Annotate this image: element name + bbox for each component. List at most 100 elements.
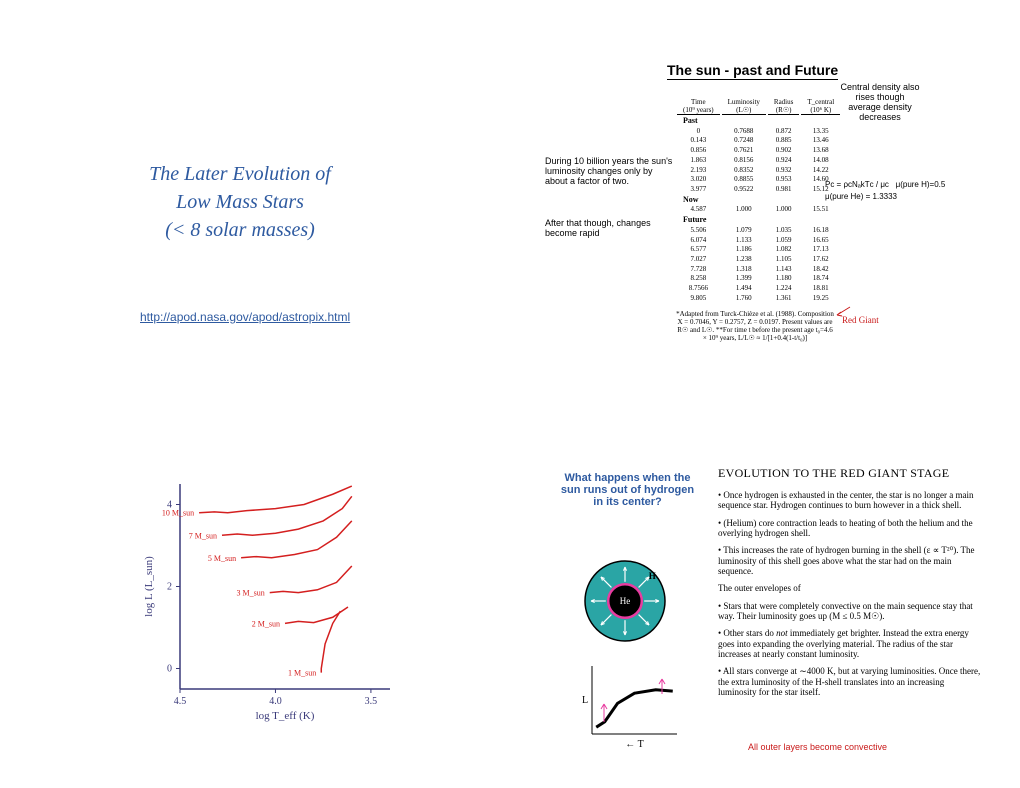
table-cell: 1.760	[722, 295, 766, 303]
table-cell: 5.506	[677, 227, 720, 235]
table-cell: 0.143	[677, 137, 720, 145]
table-cell: 17.62	[801, 256, 840, 264]
table-cell: 14.22	[801, 167, 840, 175]
svg-text:2 M_sun: 2 M_sun	[252, 619, 280, 628]
table-cell: 1.361	[768, 295, 799, 303]
title-line3: (< 8 solar masses)	[70, 216, 410, 244]
table-cell: 8.7566	[677, 285, 720, 293]
table-header: T_central(10⁶ K)	[801, 98, 840, 115]
table-cell: 1.143	[768, 266, 799, 274]
bullet-item: • This increases the rate of hydrogen bu…	[718, 545, 983, 576]
table-cell: 3.977	[677, 186, 720, 194]
q4-red-note: All outer layers become convective	[748, 742, 887, 752]
table-cell: 0	[677, 128, 720, 136]
main-title: The Later Evolution of Low Mass Stars (<…	[70, 160, 410, 244]
table-cell: 1.035	[768, 227, 799, 235]
table-cell: 1.000	[722, 206, 766, 214]
table-row: 4.5871.0001.00015.51	[677, 206, 840, 214]
table-cell: 1.399	[722, 275, 766, 283]
svg-text:He: He	[620, 596, 631, 606]
table-cell: 1.105	[768, 256, 799, 264]
quadrant-red-giant-evolution: What happens when the sun runs out of hy…	[510, 394, 1020, 788]
period-label: Past	[677, 117, 840, 126]
table-header-row: Time(10⁹ years)Luminosity(L☉)Radius(R☉)T…	[677, 98, 840, 115]
svg-text:H: H	[649, 571, 656, 581]
period-label: Now	[677, 196, 840, 205]
svg-text:log T_eff (K): log T_eff (K)	[256, 710, 315, 722]
svg-text:L: L	[582, 695, 588, 706]
table-footnote: *Adapted from Turck-Chièze et al. (1988)…	[675, 310, 835, 342]
table-row: 6.0741.1331.05916.65	[677, 237, 840, 245]
period-label: Future	[677, 216, 840, 225]
table-cell: 19.25	[801, 295, 840, 303]
table-header: Luminosity(L☉)	[722, 98, 766, 115]
table-row: 3.0200.88550.95314.60	[677, 176, 840, 184]
table-cell: 17.13	[801, 246, 840, 254]
table-cell: 0.856	[677, 147, 720, 155]
q4-bullets: • Once hydrogen is exhausted in the cent…	[718, 490, 983, 705]
bullet-item: • (Helium) core contraction leads to hea…	[718, 518, 983, 539]
table-cell: 1.863	[677, 157, 720, 165]
table-cell: 0.932	[768, 167, 799, 175]
q4-question: What happens when the sun runs out of hy…	[560, 472, 695, 508]
table-row: 9.8051.7601.36119.25	[677, 295, 840, 303]
table-cell: 13.35	[801, 128, 840, 136]
hr-diagram-chart: 4.54.03.5024log T_eff (K)log L (L_sun)10…	[140, 474, 400, 724]
table-cell: 1.494	[722, 285, 766, 293]
table-cell: 0.9522	[722, 186, 766, 194]
table-cell: 18.42	[801, 266, 840, 274]
table-cell: 0.981	[768, 186, 799, 194]
table-row: 6.5771.1861.08217.13	[677, 246, 840, 254]
quadrant-title-slide: The Later Evolution of Low Mass Stars (<…	[0, 0, 510, 394]
svg-text:1 M_sun: 1 M_sun	[288, 669, 316, 678]
table-cell: 1.082	[768, 246, 799, 254]
table-cell: 1.079	[722, 227, 766, 235]
table-cell: 13.46	[801, 137, 840, 145]
table-row: 0.8560.76210.90213.68	[677, 147, 840, 155]
bullet-item: • Stars that were completely convective …	[718, 601, 983, 622]
svg-text:← T: ← T	[625, 739, 643, 750]
table-row: 7.7281.3181.14318.42	[677, 266, 840, 274]
bullet-item: • All stars converge at ∼4000 K, but at …	[718, 666, 983, 697]
svg-text:10 M_sun: 10 M_sun	[162, 509, 194, 518]
table-cell: 1.224	[768, 285, 799, 293]
bullet-item: The outer envelopes of	[718, 583, 983, 593]
red-giant-label: Red Giant	[842, 315, 879, 325]
table-cell: 1.238	[722, 256, 766, 264]
title-line1: The Later Evolution of	[70, 160, 410, 188]
table-cell: 1.180	[768, 275, 799, 283]
table-cell: 1.186	[722, 246, 766, 254]
table-cell: 2.193	[677, 167, 720, 175]
table-cell: 0.8156	[722, 157, 766, 165]
apod-link[interactable]: http://apod.nasa.gov/apod/astropix.html	[140, 310, 350, 324]
table-header: Radius(R☉)	[768, 98, 799, 115]
table-cell: 0.924	[768, 157, 799, 165]
table-cell: 8.258	[677, 275, 720, 283]
table-cell: 0.7688	[722, 128, 766, 136]
table-header: Time(10⁹ years)	[677, 98, 720, 115]
svg-text:3 M_sun: 3 M_sun	[236, 589, 264, 598]
table-cell: 0.902	[768, 147, 799, 155]
mini-l-t-chart: L ← T	[574, 656, 684, 751]
table-cell: 0.8352	[722, 167, 766, 175]
table-cell: 14.60	[801, 176, 840, 184]
svg-text:2: 2	[167, 582, 172, 593]
table-row: 3.9770.95220.98115.12	[677, 186, 840, 194]
table-cell: 1.133	[722, 237, 766, 245]
table-row: 1.8630.81560.92414.08	[677, 157, 840, 165]
star-core-diagram: He H	[580, 556, 670, 646]
table-cell: 16.65	[801, 237, 840, 245]
table-cell: 18.81	[801, 285, 840, 293]
table-cell: 0.7248	[722, 137, 766, 145]
svg-text:5 M_sun: 5 M_sun	[208, 554, 236, 563]
table-cell: 6.577	[677, 246, 720, 254]
table-cell: 0.8855	[722, 176, 766, 184]
svg-text:4.0: 4.0	[269, 696, 282, 707]
table-cell: 3.020	[677, 176, 720, 184]
table-cell: 13.68	[801, 147, 840, 155]
table-cell: 1.059	[768, 237, 799, 245]
table-cell: 0.872	[768, 128, 799, 136]
table-cell: 15.12	[801, 186, 840, 194]
formulas: Pс = ρсNₐkTс / μс μ(pure H)=0.5 μ(pure H…	[825, 180, 1005, 204]
table-cell: 16.18	[801, 227, 840, 235]
